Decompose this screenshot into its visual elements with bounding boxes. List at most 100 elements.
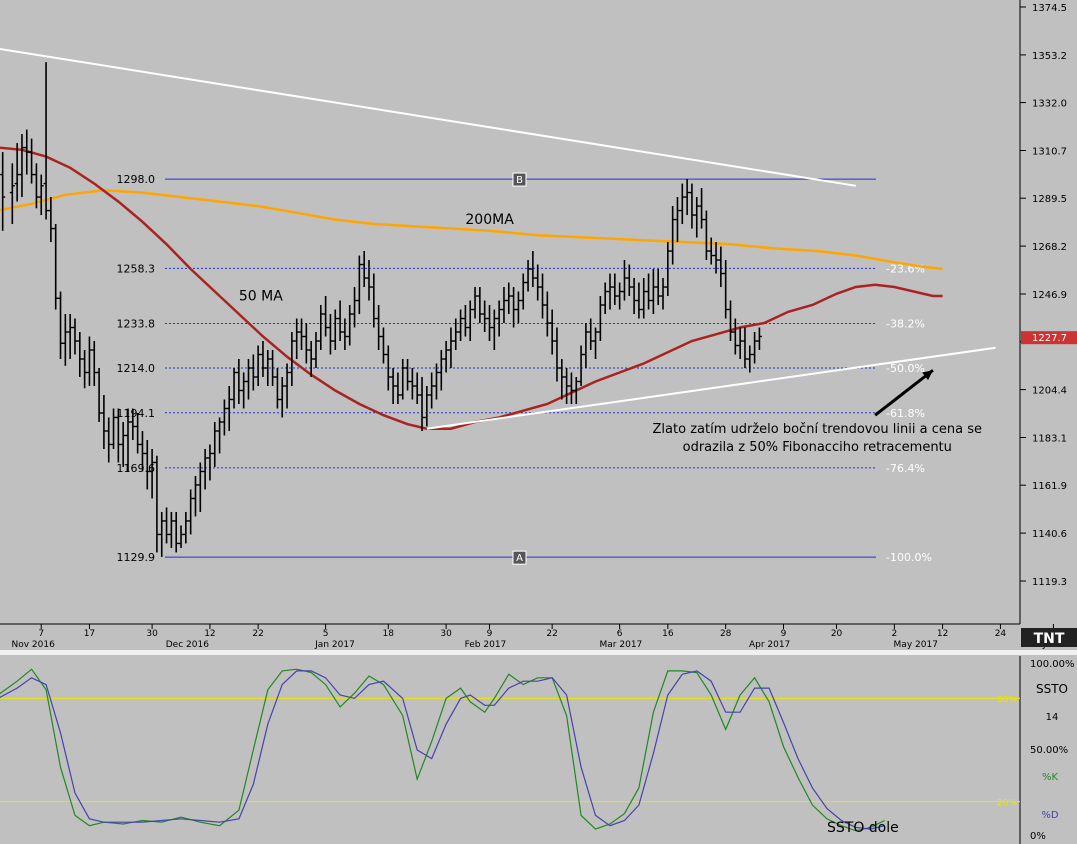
price-bar (607, 273, 613, 310)
price-bar (429, 372, 435, 409)
price-axis: 1374.5 1353.2 1332.0 1310.7 1289.5 1268.2 1246… (1020, 3, 1067, 588)
price-bar (612, 273, 618, 306)
price-bar (655, 269, 661, 306)
y-tick-label: 1183.1 (1032, 434, 1067, 445)
price-bar (294, 318, 300, 360)
price-bar (125, 408, 131, 472)
vendor-logo: TNT (1034, 631, 1065, 647)
price-bar (111, 408, 117, 449)
stochastic-pct-k (0, 668, 885, 832)
y-tick-label: 1268.2 (1032, 242, 1067, 253)
price-bar (120, 421, 126, 467)
stochastic-y-label: 0% (1030, 831, 1046, 842)
price-bar (318, 305, 324, 351)
fib-level-label: 1233.8 (117, 317, 156, 330)
price-bar (274, 367, 280, 409)
price-bar (515, 291, 521, 324)
annotation-caption: odrazila z 50% Fibonacciho retracementu (683, 440, 952, 455)
y-tick-label: 1161.9 (1032, 481, 1067, 492)
price-bar (390, 367, 396, 404)
price-bar (631, 278, 637, 315)
x-tick-label: 12 (937, 629, 948, 639)
price-bar (491, 309, 497, 351)
price-bar (347, 305, 353, 346)
x-tick-label: 12 (204, 629, 215, 639)
price-bar (752, 332, 758, 364)
price-bar (713, 242, 719, 274)
price-bar (260, 341, 266, 377)
price-bar (593, 327, 599, 360)
trendline-resistance (0, 47, 856, 187)
price-bar (101, 394, 107, 449)
price-bar (308, 341, 314, 377)
price-bar (453, 318, 459, 351)
price-bar (106, 417, 112, 463)
price-bar (626, 264, 632, 297)
price-bar (544, 291, 550, 337)
annotation-arrow-head (922, 370, 933, 381)
price-bar (77, 332, 83, 377)
price-bar (559, 359, 565, 400)
month-label: Feb 2017 (465, 640, 507, 650)
price-bar (597, 296, 603, 342)
x-tick-label: 9 (781, 629, 787, 639)
price-bar (327, 314, 333, 355)
price-bar (130, 408, 136, 440)
month-label: Mar 2017 (600, 640, 643, 650)
moving-average-200ma (0, 189, 943, 271)
price-bar (9, 163, 15, 225)
price-bar (646, 273, 652, 310)
price-bar (699, 188, 705, 229)
y-tick-label: 1353.2 (1032, 51, 1067, 62)
price-bar (24, 129, 30, 175)
price-bar (679, 183, 685, 225)
price-bar (703, 210, 709, 261)
fib-level-label: 1214.0 (117, 362, 156, 375)
price-bar (487, 305, 492, 342)
price-bar (356, 255, 362, 315)
date-axis-bg (0, 626, 1020, 650)
price-bar (86, 336, 92, 386)
y-tick-label: 1204.4 (1032, 386, 1067, 397)
x-tick-label: 5 (323, 629, 329, 639)
price-bar (694, 197, 700, 238)
price-bar (96, 367, 102, 422)
price-bar (670, 206, 676, 265)
price-bar (255, 345, 261, 386)
stochastic-name: SSTO (1036, 682, 1068, 696)
price-bar (467, 300, 473, 342)
trendline-support (426, 346, 996, 430)
price-bar (313, 332, 319, 368)
x-tick-label: 7 (38, 629, 44, 639)
month-label: Dec 2016 (166, 640, 209, 650)
price-bar (573, 376, 579, 404)
x-tick-label: 22 (546, 629, 557, 639)
fib-level-label: 1194.1 (117, 407, 156, 420)
price-bar (414, 372, 420, 404)
price-bar (178, 525, 184, 548)
price-bar (419, 376, 425, 431)
price-bar (82, 350, 88, 389)
stochastic-y-label: 50.00% (1030, 745, 1068, 756)
price-bar (337, 300, 343, 342)
price-bar (689, 183, 695, 229)
y-tick-label: 1119.3 (1032, 577, 1067, 588)
x-tick-label: 28 (720, 629, 732, 639)
stochastic-annotation: SSTO dole (827, 820, 899, 836)
price-bar (212, 421, 218, 467)
price-bar (747, 345, 753, 373)
x-tick-label: 6 (617, 629, 623, 639)
price-bar (674, 197, 680, 243)
price-bar (511, 287, 517, 328)
price-bar (19, 134, 25, 198)
price-bar (217, 417, 223, 454)
price-bar (236, 359, 242, 404)
price-bar (665, 242, 671, 297)
price-bar (67, 314, 73, 360)
price-bar (221, 399, 227, 436)
annotation-arrow-shaft (874, 369, 934, 417)
last-price-label: 1227.7 (1032, 333, 1067, 344)
stochastic-y-label: 100.00% (1030, 659, 1075, 670)
